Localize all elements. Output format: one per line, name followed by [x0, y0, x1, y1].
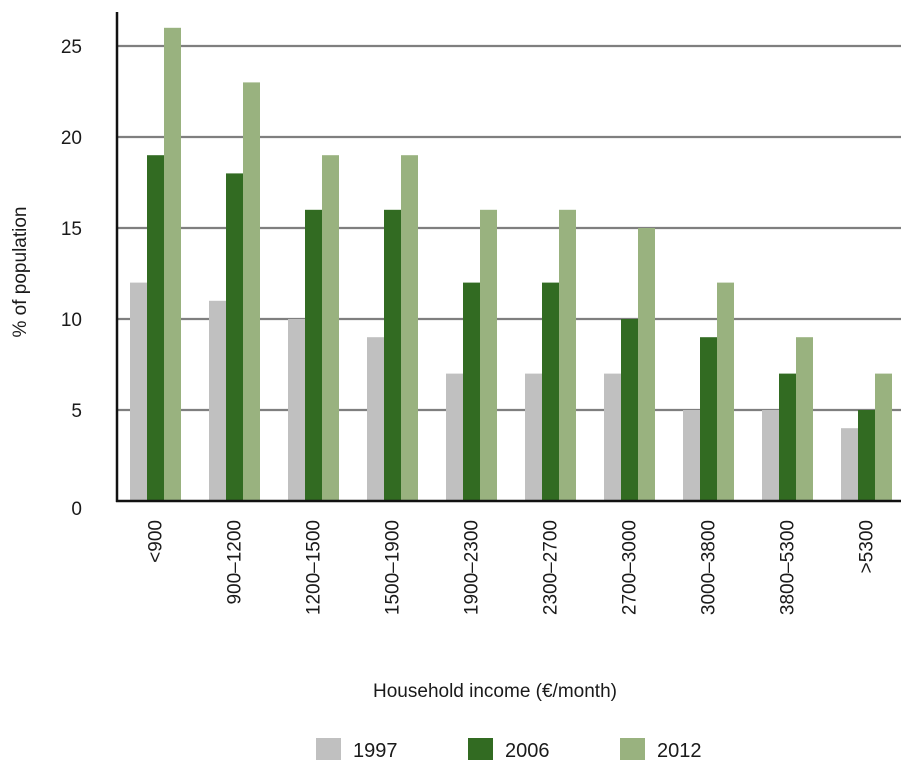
y-tick-label: 10 — [61, 310, 82, 331]
legend-item-2006: 2006 — [468, 738, 550, 760]
legend-label: 2006 — [505, 740, 550, 760]
x-tick-label: <900 — [146, 520, 167, 563]
bar-2006 — [226, 173, 243, 501]
bar-1997 — [288, 319, 305, 501]
x-tick-label: 3800–5300 — [778, 520, 799, 615]
x-tick-label: 1900–2300 — [462, 520, 483, 615]
x-tick-label: 2700–3000 — [620, 520, 641, 615]
legend: 1997 2006 2012 — [316, 738, 702, 760]
bar-2006 — [305, 209, 322, 502]
bar-2012 — [322, 155, 339, 501]
bar-1997 — [130, 282, 147, 501]
bar-1997 — [604, 373, 621, 501]
legend-label: 2012 — [657, 740, 702, 760]
bar-2006 — [621, 319, 638, 501]
x-tick-label: 2300–2700 — [541, 520, 562, 615]
x-tick-label: 1500–1900 — [383, 520, 404, 615]
bar-2006 — [858, 410, 875, 501]
bar-2012 — [717, 282, 734, 501]
axes — [115, 12, 901, 503]
bar-2012 — [401, 155, 418, 501]
legend-swatch — [468, 738, 493, 760]
bar-1997 — [367, 337, 384, 501]
y-tick-label: 25 — [61, 37, 82, 58]
bar-2006 — [700, 337, 717, 501]
bar-2006 — [463, 282, 480, 501]
legend-item-1997: 1997 — [316, 738, 398, 760]
legend-swatch — [316, 738, 341, 760]
y-tick-label: 20 — [61, 128, 82, 149]
bar-1997 — [209, 300, 226, 501]
bar-1997 — [841, 428, 858, 501]
y-tick-label: 0 — [71, 499, 82, 520]
bar-1997 — [762, 410, 779, 501]
legend-label: 1997 — [353, 740, 398, 760]
bar-1997 — [525, 373, 542, 501]
y-axis-title: % of population — [10, 207, 31, 338]
x-tick-labels: <900 900–1200 1200–1500 1500–1900 1900–2300 2… — [146, 520, 878, 615]
bar-2012 — [559, 209, 576, 502]
bar-2012 — [243, 82, 260, 502]
x-tick-label: >5300 — [857, 520, 878, 573]
bar-2006 — [384, 209, 401, 502]
x-tick-label: 3000–3800 — [699, 520, 720, 615]
x-axis-title: Household income (€/month) — [373, 681, 617, 702]
bar-2012 — [480, 209, 497, 502]
x-tick-label: 900–1200 — [225, 520, 246, 605]
bar-2012 — [164, 27, 181, 502]
bar-1997 — [683, 410, 700, 501]
bars — [130, 27, 892, 502]
y-tick-label: 5 — [71, 401, 82, 422]
legend-item-2012: 2012 — [620, 738, 702, 760]
bar-2006 — [779, 373, 796, 501]
bar-2006 — [542, 282, 559, 501]
bar-2006 — [147, 155, 164, 501]
y-tick-label: 15 — [61, 219, 82, 240]
bar-1997 — [446, 373, 463, 501]
bar-2012 — [875, 373, 892, 501]
bar-2012 — [638, 228, 655, 501]
x-tick-label: 1200–1500 — [304, 520, 325, 615]
y-tick-labels: 0 5 10 15 20 25 — [61, 37, 82, 520]
bar-2012 — [796, 337, 813, 501]
legend-swatch — [620, 738, 645, 760]
